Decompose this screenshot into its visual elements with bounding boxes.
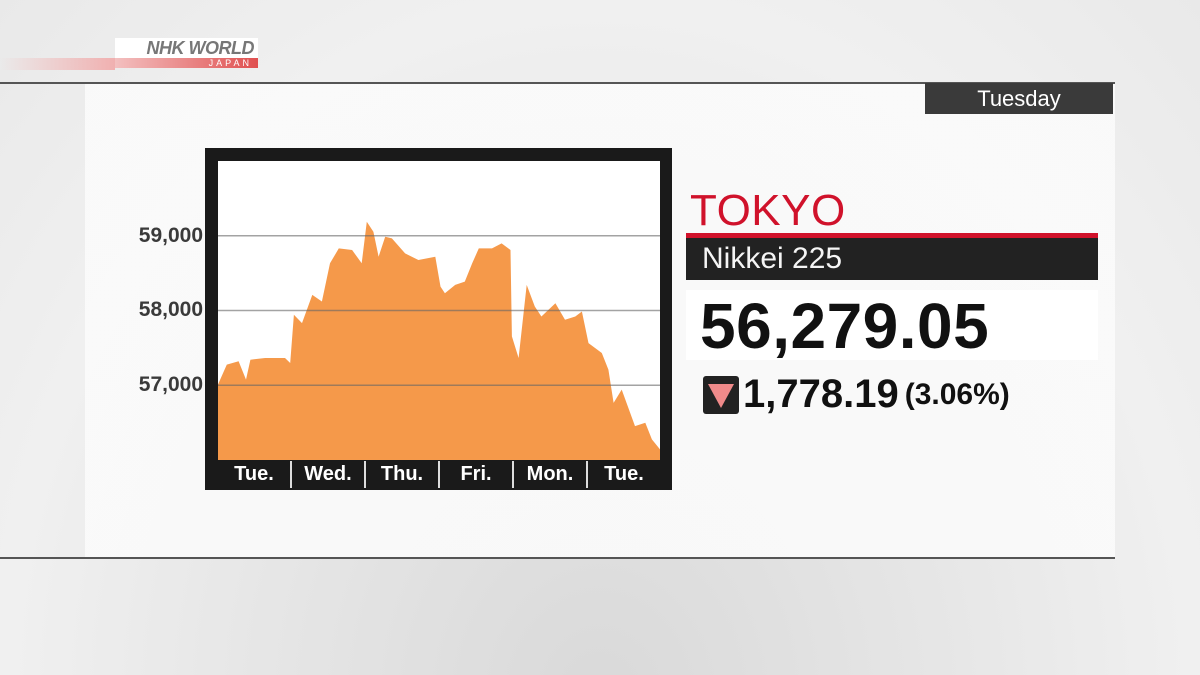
index-value: 56,279.05 [700,290,990,362]
change-value: 1,778.19 [743,372,899,416]
x-tick-label: Fri. [438,461,512,488]
y-tick-label: 57,000 [138,373,203,396]
x-tick-label: Wed. [290,461,364,488]
x-tick-label: Tue. [586,461,660,488]
x-tick-label: Mon. [512,461,586,488]
x-axis-days: Tue. Wed. Thu. Fri. Mon. Tue. [218,461,660,488]
x-tick-label: Thu. [364,461,438,488]
index-name: Nikkei 225 [686,238,1098,280]
value-box [686,290,1098,360]
decor-stripe [0,58,115,70]
x-tick-label: Tue. [234,463,274,485]
chart-plot [218,161,660,460]
y-tick-label: 58,000 [138,298,203,321]
red-divider [686,233,1098,238]
down-triangle-icon [703,375,739,414]
logo-text: NHK WORLD [115,38,258,58]
nhk-world-logo: NHK WORLD JAPAN [115,38,258,70]
day-label: Tuesday [925,83,1113,114]
y-tick-label: 59,000 [138,224,203,247]
change-percent: (3.06%) [904,377,1010,411]
change-row: 1,778.19 (3.06%) [703,372,1010,417]
logo-sub: JAPAN [115,58,258,68]
city-label: TOKYO [690,186,846,235]
nikkei-area [218,221,660,460]
